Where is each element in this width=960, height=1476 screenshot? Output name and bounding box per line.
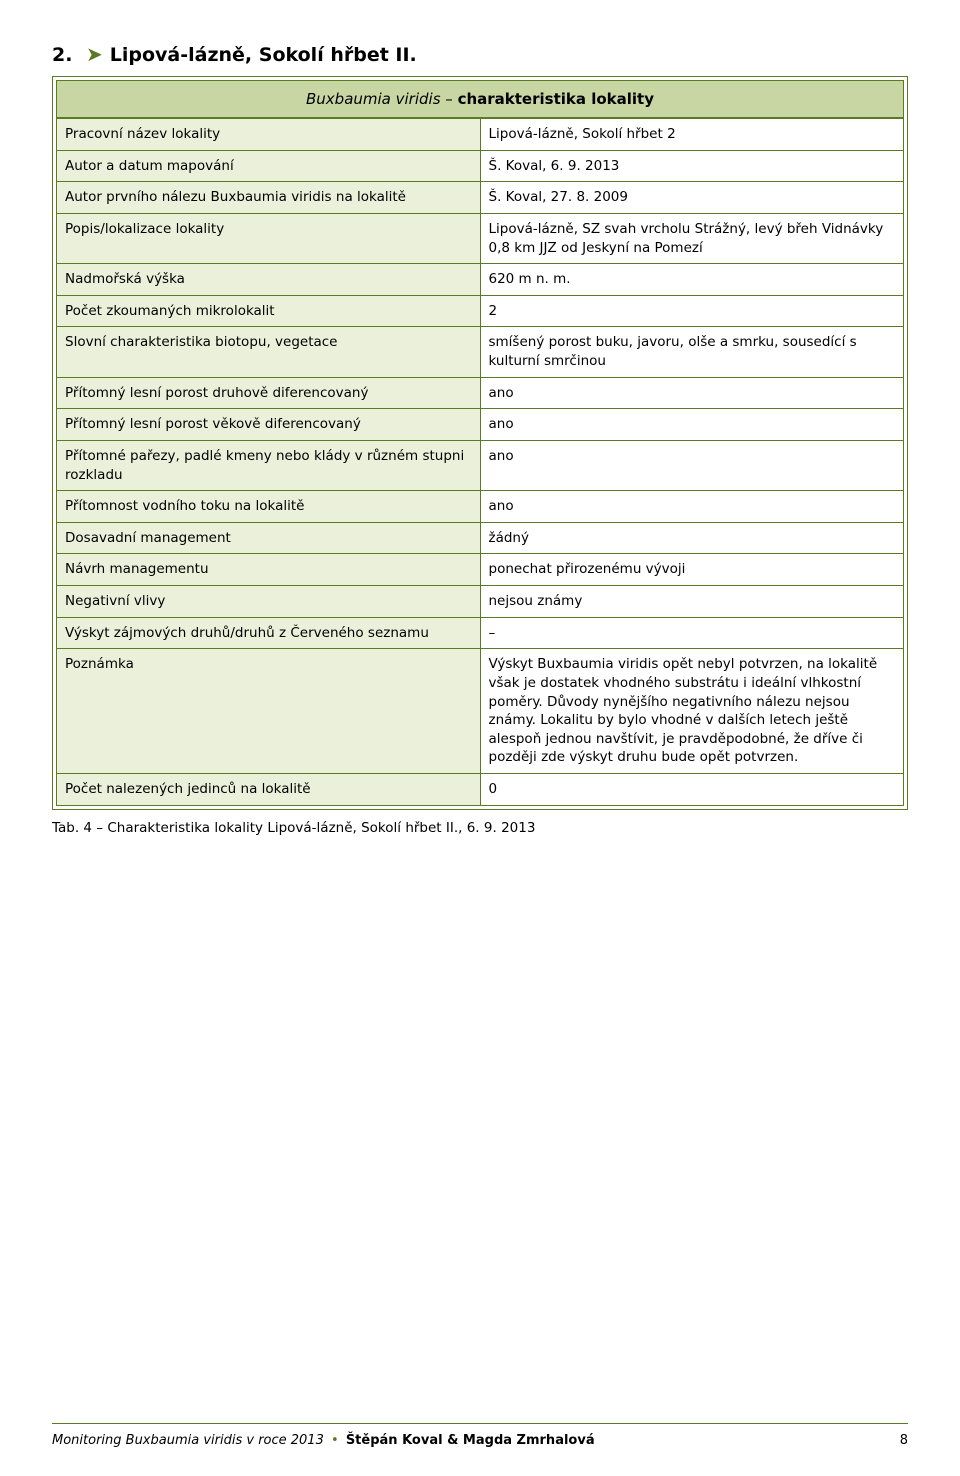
- locality-table-frame: Buxbaumia viridis – charakteristika loka…: [52, 76, 908, 810]
- table-row: Popis/lokalizace lokalityLipová-lázně, S…: [57, 213, 904, 263]
- row-value: smíšený porost buku, javoru, olše a smrk…: [480, 327, 904, 377]
- section-heading: 2. ➤ Lipová-lázně, Sokolí hřbet II.: [52, 42, 908, 66]
- row-label: Počet zkoumaných mikrolokalit: [57, 295, 481, 327]
- row-value: Š. Koval, 27. 8. 2009: [480, 182, 904, 214]
- row-label: Pracovní název lokality: [57, 119, 481, 151]
- row-label: Dosavadní management: [57, 522, 481, 554]
- row-label: Přítomnost vodního toku na lokalitě: [57, 491, 481, 523]
- table-row: Pracovní název lokalityLipová-lázně, Sok…: [57, 119, 904, 151]
- table-row: Počet nalezených jedinců na lokalitě0: [57, 774, 904, 806]
- footer-title-italic: Monitoring Buxbaumia viridis v roce 2013: [52, 1433, 324, 1448]
- section-number: 2.: [52, 44, 86, 66]
- row-value: ano: [480, 377, 904, 409]
- table-title-bold: charakteristika lokality: [458, 90, 654, 108]
- table-row: Počet zkoumaných mikrolokalit2: [57, 295, 904, 327]
- row-label: Negativní vlivy: [57, 586, 481, 618]
- table-row: Autor a datum mapováníŠ. Koval, 6. 9. 20…: [57, 150, 904, 182]
- row-value: ano: [480, 440, 904, 490]
- row-value: 620 m n. m.: [480, 264, 904, 296]
- row-label: Nadmořská výška: [57, 264, 481, 296]
- table-row: Výskyt zájmových druhů/druhů z Červeného…: [57, 617, 904, 649]
- table-row: Autor prvního nálezu Buxbaumia viridis n…: [57, 182, 904, 214]
- table-row: Přítomný lesní porost věkově diferencova…: [57, 409, 904, 441]
- row-label: Poznámka: [57, 649, 481, 774]
- row-label: Autor prvního nálezu Buxbaumia viridis n…: [57, 182, 481, 214]
- row-label: Popis/lokalizace lokality: [57, 213, 481, 263]
- row-value: Š. Koval, 6. 9. 2013: [480, 150, 904, 182]
- table-row: Přítomné pařezy, padlé kmeny nebo klády …: [57, 440, 904, 490]
- row-value: Výskyt Buxbaumia viridis opět nebyl potv…: [480, 649, 904, 774]
- row-value: –: [480, 617, 904, 649]
- table-row: Nadmořská výška620 m n. m.: [57, 264, 904, 296]
- row-label: Počet nalezených jedinců na lokalitě: [57, 774, 481, 806]
- table-row: Přítomný lesní porost druhově diferencov…: [57, 377, 904, 409]
- table-row: Návrh managementuponechat přirozenému vý…: [57, 554, 904, 586]
- row-value: Lipová-lázně, Sokolí hřbet 2: [480, 119, 904, 151]
- page-number: 8: [900, 1433, 908, 1448]
- row-label: Autor a datum mapování: [57, 150, 481, 182]
- table-row: Přítomnost vodního toku na lokalitěano: [57, 491, 904, 523]
- footer-sep-icon: •: [331, 1433, 339, 1448]
- section-title: Lipová-lázně, Sokolí hřbet II.: [110, 44, 417, 66]
- table-row: Slovní charakteristika biotopu, vegetace…: [57, 327, 904, 377]
- table-title-italic: Buxbaumia viridis: [306, 90, 441, 108]
- row-value: žádný: [480, 522, 904, 554]
- row-label: Přítomný lesní porost druhově diferencov…: [57, 377, 481, 409]
- row-value: ano: [480, 491, 904, 523]
- row-label: Výskyt zájmových druhů/druhů z Červeného…: [57, 617, 481, 649]
- row-label: Přítomný lesní porost věkově diferencova…: [57, 409, 481, 441]
- footer-left: Monitoring Buxbaumia viridis v roce 2013…: [52, 1433, 595, 1448]
- row-value: 0: [480, 774, 904, 806]
- table-caption: Tab. 4 – Charakteristika lokality Lipová…: [52, 820, 908, 836]
- row-value: 2: [480, 295, 904, 327]
- row-value: Lipová-lázně, SZ svah vrcholu Strážný, l…: [480, 213, 904, 263]
- page-footer: Monitoring Buxbaumia viridis v roce 2013…: [0, 1433, 960, 1448]
- footer-authors: Štěpán Koval & Magda Zmrhalová: [346, 1433, 595, 1448]
- row-label: Návrh managementu: [57, 554, 481, 586]
- row-value: ano: [480, 409, 904, 441]
- footer-rule: [52, 1423, 908, 1424]
- row-label: Přítomné pařezy, padlé kmeny nebo klády …: [57, 440, 481, 490]
- row-label: Slovní charakteristika biotopu, vegetace: [57, 327, 481, 377]
- table-row: Dosavadní managementžádný: [57, 522, 904, 554]
- locality-table: Pracovní název lokalityLipová-lázně, Sok…: [56, 118, 904, 806]
- table-row: PoznámkaVýskyt Buxbaumia viridis opět ne…: [57, 649, 904, 774]
- table-row: Negativní vlivynejsou známy: [57, 586, 904, 618]
- table-title-box: Buxbaumia viridis – charakteristika loka…: [56, 80, 904, 118]
- row-value: ponechat přirozenému vývoji: [480, 554, 904, 586]
- arrow-icon: ➤: [86, 42, 103, 66]
- table-title-sep: –: [441, 90, 458, 108]
- row-value: nejsou známy: [480, 586, 904, 618]
